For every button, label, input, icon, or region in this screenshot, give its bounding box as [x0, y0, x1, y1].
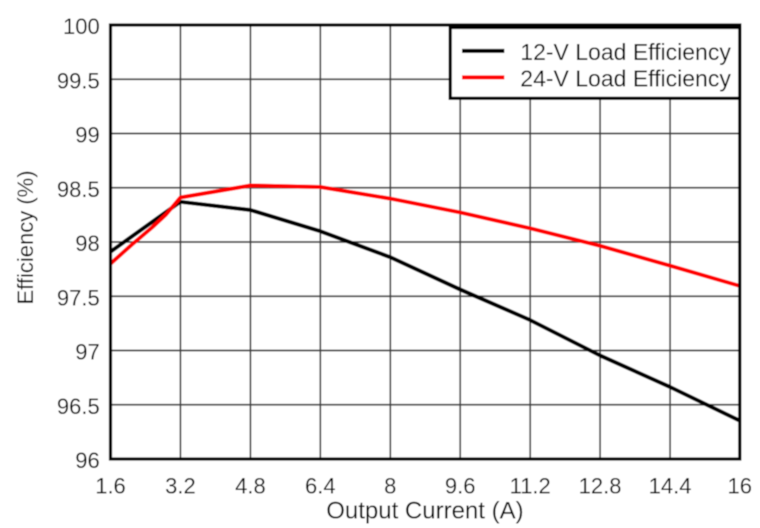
svg-text:99: 99 [75, 123, 99, 148]
svg-text:98.5: 98.5 [57, 177, 100, 202]
svg-text:12.8: 12.8 [579, 474, 622, 499]
svg-text:9.6: 9.6 [445, 474, 476, 499]
svg-text:96.5: 96.5 [57, 394, 100, 419]
svg-text:4.8: 4.8 [235, 474, 266, 499]
svg-text:Efficiency (%): Efficiency (%) [13, 170, 38, 304]
svg-text:96: 96 [75, 448, 99, 473]
svg-text:1.6: 1.6 [95, 474, 126, 499]
svg-text:99.5: 99.5 [57, 68, 100, 93]
svg-text:16: 16 [728, 474, 752, 499]
svg-text:6.4: 6.4 [305, 474, 336, 499]
svg-text:8: 8 [384, 474, 396, 499]
svg-text:98: 98 [75, 231, 99, 256]
svg-text:3.2: 3.2 [165, 474, 196, 499]
svg-text:12-V Load Efficiency: 12-V Load Efficiency [520, 39, 731, 65]
svg-text:100: 100 [63, 14, 100, 39]
svg-text:Output Current (A): Output Current (A) [326, 498, 523, 525]
svg-text:14.4: 14.4 [649, 474, 692, 499]
svg-text:97.5: 97.5 [57, 285, 100, 310]
svg-text:11.2: 11.2 [510, 474, 551, 499]
svg-text:24-V Load Efficiency: 24-V Load Efficiency [520, 65, 731, 91]
svg-text:97: 97 [75, 340, 99, 365]
